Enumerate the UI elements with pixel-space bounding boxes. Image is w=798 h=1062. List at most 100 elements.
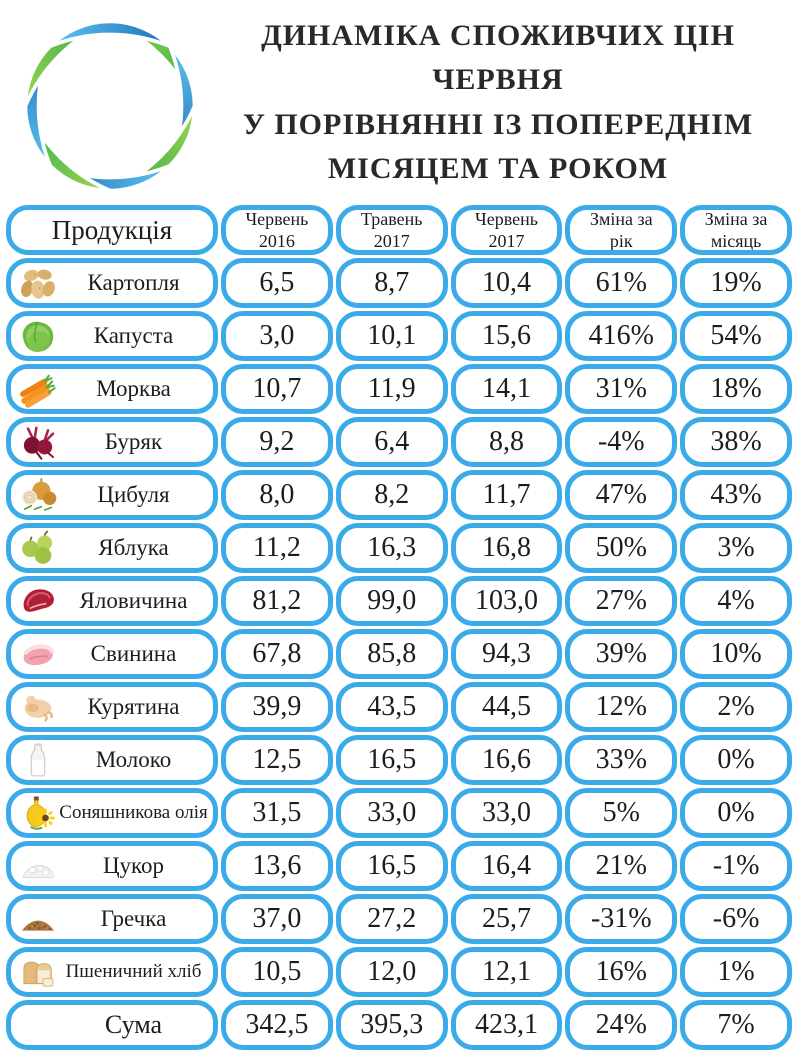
- change-month-cell: 54%: [680, 311, 792, 361]
- price-jun-2017-cell: 44,5: [450, 682, 563, 732]
- product-cell: Картопля: [6, 258, 218, 308]
- change-month-cell: 43%: [680, 470, 792, 520]
- total-label: Сума: [104, 1010, 163, 1039]
- column-header-text: Зміна за: [704, 209, 768, 229]
- price-may-2017-cell: 16,3: [335, 523, 448, 573]
- icon-spacer: [18, 1005, 58, 1045]
- change-year-cell: -31%: [565, 894, 678, 944]
- price-jun-2016-cell: 13,6: [221, 841, 333, 891]
- price-jun-2017-cell: 11,7: [450, 470, 563, 520]
- product-name: Молоко: [95, 747, 172, 772]
- price-jun-2016-cell: 10,5: [221, 947, 333, 997]
- product-cell: Курятина: [6, 682, 218, 732]
- price-may-2017-cell: 85,8: [335, 629, 448, 679]
- price-jun-2017-cell: 10,4: [450, 258, 563, 308]
- column-header-text: 2017: [488, 231, 525, 251]
- column-header-4: Зміна за рік: [565, 205, 678, 255]
- buckwheat-icon: [18, 899, 58, 939]
- column-header-2: Травень 2017: [335, 205, 448, 255]
- price-jun-2017-cell: 16,6: [450, 735, 563, 785]
- carrot-icon: [18, 369, 58, 409]
- price-may-2017-cell: 43,5: [335, 682, 448, 732]
- product-name: Соняшникова олія: [59, 802, 208, 824]
- product-name: Курятина: [87, 694, 180, 719]
- price-may-2017-cell: 11,9: [335, 364, 448, 414]
- change-year-cell: 12%: [565, 682, 678, 732]
- change-month-cell: 10%: [680, 629, 792, 679]
- price-may-2017-cell: 6,4: [335, 417, 448, 467]
- change-year-cell: 27%: [565, 576, 678, 626]
- product-cell: Свинина: [6, 629, 218, 679]
- product-name: Яблука: [98, 535, 169, 560]
- price-jun-2016-cell: 10,7: [221, 364, 333, 414]
- product-name: Морква: [96, 376, 171, 401]
- price-jun-2017-cell: 103,0: [450, 576, 563, 626]
- page-title-line: МІСЯЦЕМ ТА РОКОМ: [327, 151, 669, 185]
- product-cell: Яловичина: [6, 576, 218, 626]
- column-header-text: Зміна за: [589, 209, 653, 229]
- price-may-2017-cell: 8,2: [335, 470, 448, 520]
- column-header-0: Продукція: [6, 205, 218, 255]
- change-year-cell: 39%: [565, 629, 678, 679]
- product-cell: Морква: [6, 364, 218, 414]
- potato-icon: [18, 263, 58, 303]
- price-jun-2016-cell: 11,2: [221, 523, 333, 573]
- column-header-text: місяць: [710, 231, 762, 251]
- price-jun-2017-cell: 16,8: [450, 523, 563, 573]
- price-jun-2016-cell: 31,5: [221, 788, 333, 838]
- price-may-2017-cell: 27,2: [335, 894, 448, 944]
- product-cell: Капуста: [6, 311, 218, 361]
- price-jun-2017-cell: 25,7: [450, 894, 563, 944]
- change-year-cell: 33%: [565, 735, 678, 785]
- bread-icon: [18, 952, 58, 992]
- product-name: Цибуля: [97, 482, 170, 507]
- product-cell: Цибуля: [6, 470, 218, 520]
- column-header-text: Червень: [475, 209, 538, 229]
- total-row-label-cell: Сума: [6, 1000, 218, 1050]
- milk-icon: [18, 740, 58, 780]
- product-name: Свинина: [90, 641, 177, 666]
- price-jun-2017-cell: 423,1: [450, 1000, 563, 1050]
- beet-icon: [18, 422, 58, 462]
- page-title-line: У ПОРІВНЯННІ ІЗ ПОПЕРЕДНІМ: [242, 107, 754, 141]
- change-year-cell: 47%: [565, 470, 678, 520]
- column-header-1: Червень 2016: [221, 205, 333, 255]
- change-year-cell: 50%: [565, 523, 678, 573]
- price-may-2017-cell: 16,5: [335, 841, 448, 891]
- change-month-cell: -1%: [680, 841, 792, 891]
- product-cell: Гречка: [6, 894, 218, 944]
- page-title: ДИНАМІКА СПОЖИВЧИХ ЦІН ЧЕРВНЯ У ПОРІВНЯН…: [212, 14, 784, 192]
- sunflower-oil-icon: [18, 793, 58, 833]
- beef-icon: [18, 581, 58, 621]
- price-jun-2016-cell: 37,0: [221, 894, 333, 944]
- column-header-text: Продукція: [51, 215, 173, 245]
- product-cell: Соняшникова олія: [6, 788, 218, 838]
- change-year-cell: 31%: [565, 364, 678, 414]
- change-year-cell: 416%: [565, 311, 678, 361]
- logo: [16, 12, 204, 200]
- price-may-2017-cell: 16,5: [335, 735, 448, 785]
- onion-icon: [18, 475, 58, 515]
- header: ДИНАМІКА СПОЖИВЧИХ ЦІН ЧЕРВНЯ У ПОРІВНЯН…: [0, 0, 798, 205]
- product-cell: Цукор: [6, 841, 218, 891]
- price-jun-2017-cell: 16,4: [450, 841, 563, 891]
- change-month-cell: 1%: [680, 947, 792, 997]
- product-cell: Молоко: [6, 735, 218, 785]
- change-year-cell: 21%: [565, 841, 678, 891]
- price-jun-2016-cell: 6,5: [221, 258, 333, 308]
- sugar-icon: [18, 846, 58, 886]
- product-name: Пшеничний хліб: [65, 961, 202, 983]
- column-header-text: Травень: [360, 209, 423, 229]
- column-header-text: 2017: [373, 231, 410, 251]
- pork-icon: [18, 634, 58, 674]
- product-cell: Яблука: [6, 523, 218, 573]
- price-jun-2016-cell: 12,5: [221, 735, 333, 785]
- change-year-cell: 61%: [565, 258, 678, 308]
- price-jun-2016-cell: 67,8: [221, 629, 333, 679]
- column-header-5: Зміна за місяць: [680, 205, 792, 255]
- swirl-logo-icon: [23, 19, 197, 192]
- change-month-cell: -6%: [680, 894, 792, 944]
- change-year-cell: -4%: [565, 417, 678, 467]
- change-year-cell: 16%: [565, 947, 678, 997]
